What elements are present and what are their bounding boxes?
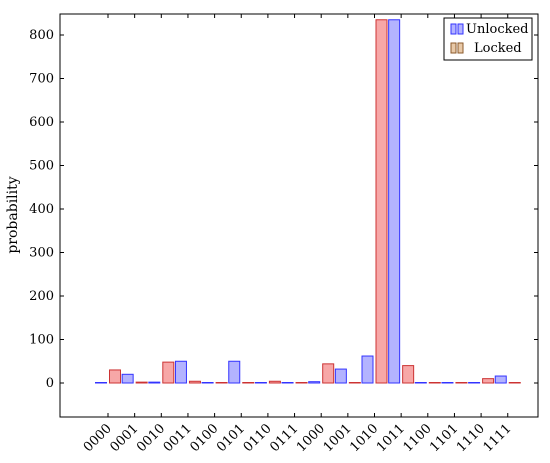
bar-unlocked xyxy=(441,382,454,384)
y-tick-label: 800 xyxy=(29,28,54,43)
bar-locked xyxy=(322,363,335,384)
bar-locked xyxy=(135,381,148,384)
x-tick-label: 0010 xyxy=(134,421,168,455)
x-tick-label: 1100 xyxy=(401,421,435,455)
x-tick-label: 0111 xyxy=(267,421,301,455)
x-tick-label: 0101 xyxy=(214,421,248,455)
bar-locked xyxy=(215,382,228,384)
bar-unlocked xyxy=(468,382,481,384)
bar-unlocked xyxy=(174,360,187,384)
x-tick-label: 1011 xyxy=(374,421,408,455)
legend-locked-swatch-2 xyxy=(457,42,464,54)
legend-unlocked-swatch xyxy=(450,23,457,35)
x-tick-label: 1101 xyxy=(427,421,461,455)
y-tick-label: 400 xyxy=(29,202,54,217)
bar-locked xyxy=(242,382,255,384)
x-tick-label: 0011 xyxy=(161,421,195,455)
y-axis: 0 100 200 300 400 500 600 700 800 xyxy=(29,28,538,391)
plot-frame xyxy=(59,13,539,418)
bar-unlocked xyxy=(95,382,107,384)
bar-unlocked xyxy=(201,382,214,384)
legend-locked-label: Locked xyxy=(474,41,522,56)
bar-locked xyxy=(428,382,441,384)
bar-locked xyxy=(268,380,281,384)
bar-locked xyxy=(188,380,201,384)
y-tick-label: 300 xyxy=(29,246,54,261)
bar-unlocked xyxy=(388,19,401,384)
y-tick-label: 700 xyxy=(29,72,54,87)
bar-locked xyxy=(375,19,388,384)
y-tick-label: 600 xyxy=(29,115,54,130)
bar-locked xyxy=(162,361,175,384)
bar-unlocked xyxy=(228,360,241,384)
x-tick-label: 0100 xyxy=(187,421,221,455)
x-tick-label: 0001 xyxy=(107,421,141,455)
x-tick-label: 1010 xyxy=(347,421,381,455)
bar-unlocked xyxy=(414,382,427,384)
bar-locked xyxy=(402,365,415,384)
bar-unlocked xyxy=(361,355,374,384)
legend: Unlocked Locked xyxy=(443,17,533,61)
bar-unlocked xyxy=(494,375,507,384)
legend-unlocked-label: Unlocked xyxy=(466,22,529,37)
bar-unlocked xyxy=(254,382,267,384)
bar-locked xyxy=(109,369,121,384)
bar-unlocked xyxy=(148,381,161,384)
bar-locked xyxy=(295,382,308,384)
x-tick-label: 1110 xyxy=(454,421,488,455)
bar-unlocked xyxy=(281,382,294,384)
y-axis-label: probability xyxy=(5,176,21,253)
x-tick-label: 0110 xyxy=(241,421,275,455)
bar-locked xyxy=(482,378,495,384)
bar-locked xyxy=(508,382,521,384)
x-tick-label: 1001 xyxy=(321,421,355,455)
x-tick-label: 0000 xyxy=(81,421,115,455)
y-tick-label: 0 xyxy=(46,376,54,391)
y-tick-label: 500 xyxy=(29,159,54,174)
x-tick-label: 1111 xyxy=(481,421,515,455)
bar-unlocked xyxy=(334,368,347,384)
bar-locked xyxy=(348,382,361,384)
x-tick-label: 1000 xyxy=(294,421,328,455)
bar-unlocked xyxy=(308,381,321,384)
y-tick-label: 100 xyxy=(29,333,54,348)
bar-unlocked xyxy=(121,373,134,384)
legend-unlocked-swatch-2 xyxy=(457,23,464,35)
bars xyxy=(95,19,521,384)
bar-locked xyxy=(455,382,468,384)
legend-locked-swatch xyxy=(450,42,457,54)
y-tick-label: 200 xyxy=(29,289,54,304)
